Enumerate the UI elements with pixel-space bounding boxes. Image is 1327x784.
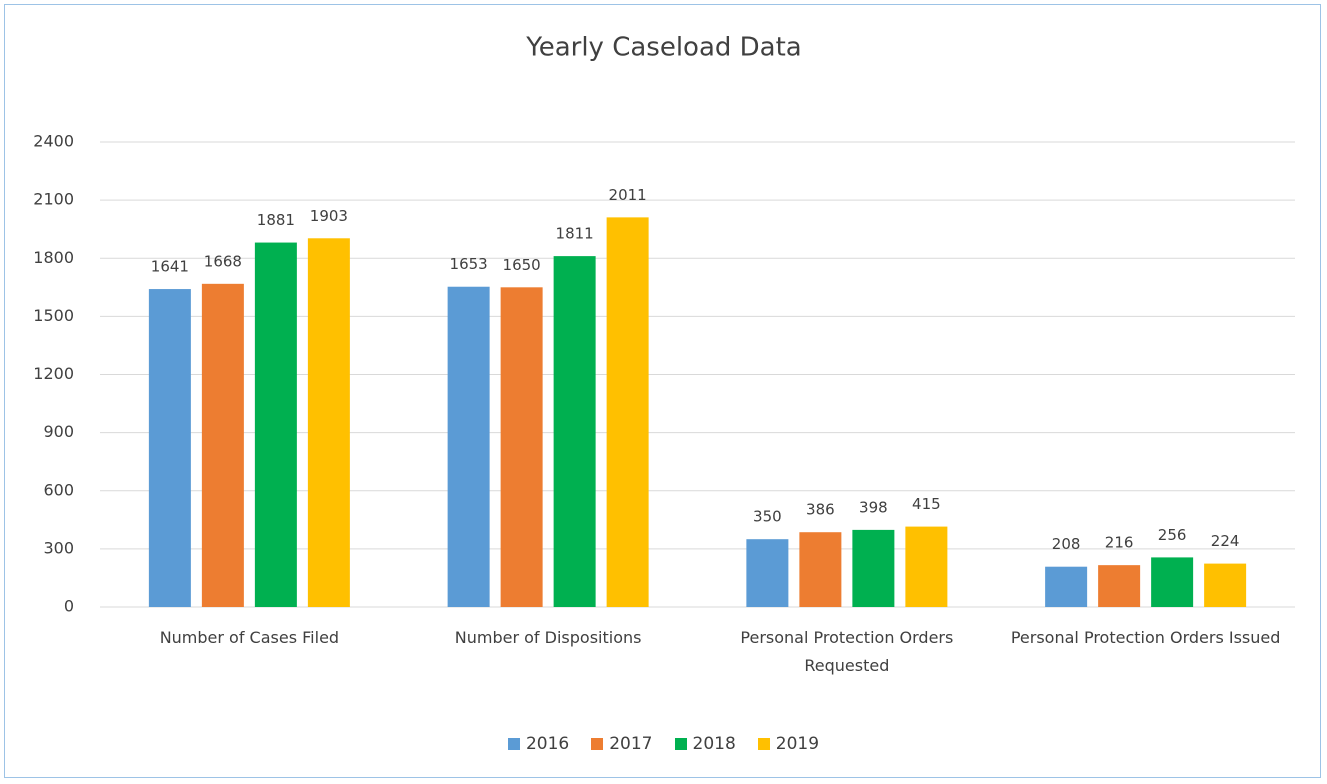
data-label: 2011 xyxy=(609,186,647,204)
legend-swatch xyxy=(674,738,687,750)
data-label: 216 xyxy=(1105,534,1134,552)
data-label: 1811 xyxy=(556,225,594,243)
legend: 2016 2017 2018 2019 xyxy=(0,734,1327,754)
bar xyxy=(746,539,789,607)
data-label: 350 xyxy=(753,508,782,526)
legend-label: 2017 xyxy=(609,734,653,754)
legend-item: 2017 xyxy=(591,734,653,754)
bar xyxy=(799,532,842,607)
chart-title: Yearly Caseload Data xyxy=(525,33,801,63)
legend-label: 2019 xyxy=(775,734,820,754)
data-label: 386 xyxy=(806,501,835,519)
legend-swatch xyxy=(507,738,520,750)
bar xyxy=(553,256,596,607)
y-tick-label: 900 xyxy=(43,422,74,441)
bar xyxy=(606,217,649,607)
data-label: 1653 xyxy=(450,255,488,273)
x-tick-label: Personal Protection Orders Issued xyxy=(1010,628,1281,647)
legend-item: 2018 xyxy=(674,734,736,754)
data-label: 398 xyxy=(859,498,888,516)
y-tick-label: 1500 xyxy=(33,306,74,325)
data-label: 1668 xyxy=(204,252,242,270)
bar xyxy=(1204,563,1247,607)
bar xyxy=(905,526,948,607)
y-tick-label: 2400 xyxy=(33,132,74,151)
bar xyxy=(254,242,297,607)
data-label: 1903 xyxy=(310,207,348,225)
legend-swatch xyxy=(757,738,770,750)
x-tick-label: Number of Dispositions xyxy=(454,628,642,647)
data-label: 256 xyxy=(1158,526,1187,544)
bar xyxy=(201,283,244,607)
y-tick-label: 600 xyxy=(43,480,74,499)
bar xyxy=(148,289,191,607)
legend-item: 2019 xyxy=(757,734,820,754)
y-tick-label: 2100 xyxy=(33,190,74,209)
data-label: 1650 xyxy=(503,256,541,274)
x-tick-label: Personal Protection Orders Requested xyxy=(740,628,954,675)
bar xyxy=(500,287,543,607)
data-label: 1881 xyxy=(257,211,295,229)
data-label: 224 xyxy=(1211,532,1240,550)
bar xyxy=(1045,566,1088,607)
legend-swatch xyxy=(591,738,604,750)
legend-label: 2018 xyxy=(692,734,736,754)
legend-item: 2016 xyxy=(507,734,570,754)
bar xyxy=(447,286,490,607)
y-tick-label: 300 xyxy=(43,538,74,557)
data-label: 415 xyxy=(912,495,941,513)
chart-frame xyxy=(4,4,1321,778)
y-tick-label: 1800 xyxy=(33,248,74,267)
legend-label: 2016 xyxy=(525,734,570,754)
bar xyxy=(307,238,350,607)
data-label: 1641 xyxy=(151,258,189,276)
data-label: 208 xyxy=(1052,535,1081,553)
bar xyxy=(1151,557,1194,607)
y-tick-label: 0 xyxy=(64,597,74,616)
bar xyxy=(852,529,895,607)
bar xyxy=(1098,565,1141,607)
y-tick-label: 1200 xyxy=(33,364,74,383)
x-tick-label: Number of Cases Filed xyxy=(159,628,340,647)
